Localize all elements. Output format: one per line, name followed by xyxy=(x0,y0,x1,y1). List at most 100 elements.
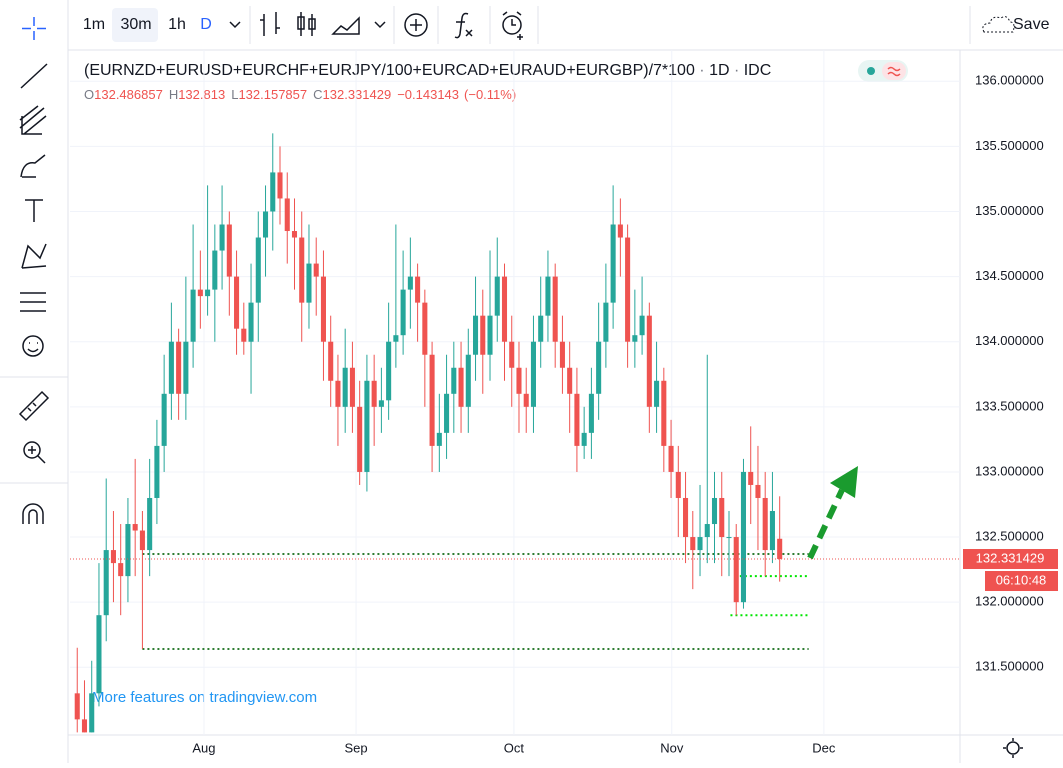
candle-body xyxy=(255,237,261,303)
forecast-tool[interactable] xyxy=(20,292,46,312)
candle-body xyxy=(349,367,355,407)
price-badge xyxy=(963,549,1058,570)
candle-body xyxy=(89,693,95,733)
area-style-icon[interactable] xyxy=(331,16,360,35)
compare-icon[interactable] xyxy=(404,13,428,37)
arrow xyxy=(807,488,845,560)
x-tick-label: Dec xyxy=(812,740,836,755)
save-icon[interactable] xyxy=(982,16,1015,33)
y-tick-label: 136.000000 xyxy=(975,73,1044,88)
brush-tool[interactable] xyxy=(20,154,46,178)
candle-body xyxy=(110,550,116,564)
ohlc-key: H xyxy=(169,87,178,102)
interval-button[interactable]: 30m xyxy=(120,16,151,33)
status-icon xyxy=(887,66,901,77)
candle-body xyxy=(480,315,486,355)
candle-body xyxy=(96,615,102,694)
symbol-title: (EURNZD+EURUSD+EURCHF+EURJPY/100+EURCAD+… xyxy=(84,62,771,79)
x-tick-label: Sep xyxy=(344,740,367,755)
candle-body xyxy=(234,276,240,329)
candle-body xyxy=(639,315,645,336)
fib-tool[interactable] xyxy=(19,105,47,135)
candle-body xyxy=(444,393,450,433)
candle-body xyxy=(161,393,167,446)
y-tick-label: 133.500000 xyxy=(975,398,1044,413)
candle-body xyxy=(197,289,203,297)
candle-body xyxy=(472,315,479,355)
candle-body xyxy=(625,237,631,342)
candle-body xyxy=(523,393,529,407)
candle-body xyxy=(132,524,138,531)
candle-body xyxy=(675,471,681,498)
bar-style-icon[interactable] xyxy=(260,12,280,36)
emoji-tool[interactable] xyxy=(27,342,39,353)
compare-icon[interactable] xyxy=(410,19,422,31)
candle-body xyxy=(545,276,551,316)
candle-body xyxy=(219,224,225,251)
alert-icon[interactable] xyxy=(502,11,523,40)
zoom-tool[interactable] xyxy=(23,441,41,459)
save-button[interactable]: Save xyxy=(1013,16,1050,33)
indicators-icon[interactable] xyxy=(454,12,473,39)
candle-body xyxy=(567,367,573,394)
candle-body xyxy=(386,341,392,401)
ohlc-legend: O132.486857 H132.813 L132.157857 C132.33142… xyxy=(84,87,516,102)
candle-body xyxy=(740,471,747,603)
arrow-head xyxy=(830,466,858,498)
ruler-tool[interactable] xyxy=(18,390,50,422)
candle-body xyxy=(588,393,594,433)
dropdown-icon[interactable] xyxy=(229,21,241,29)
y-tick-label: 134.000000 xyxy=(975,333,1044,348)
candle-body xyxy=(494,276,500,316)
crosshair-tool[interactable] xyxy=(22,17,46,40)
candle-body xyxy=(262,211,269,238)
y-tick-label: 131.500000 xyxy=(975,659,1044,674)
candle-body xyxy=(487,315,493,355)
candle-body xyxy=(581,432,587,446)
candle-body xyxy=(465,354,471,407)
candle-style-icon[interactable] xyxy=(297,12,316,36)
candle-body xyxy=(357,406,363,472)
candle-body xyxy=(306,263,312,303)
text-tool[interactable] xyxy=(25,199,43,222)
settings-icon[interactable] xyxy=(1003,738,1023,758)
status-pill[interactable] xyxy=(882,62,906,80)
alert-icon[interactable] xyxy=(502,15,522,35)
candle-body xyxy=(719,497,725,538)
candle-body xyxy=(654,380,660,407)
candle-body xyxy=(74,693,80,720)
emoji-tool[interactable] xyxy=(22,335,44,357)
candle-body xyxy=(501,276,508,342)
settings-icon[interactable] xyxy=(1006,741,1020,755)
interval-button[interactable]: 1h xyxy=(168,16,186,33)
pattern-tool[interactable] xyxy=(21,243,47,269)
candle-body xyxy=(711,497,718,525)
candle-body xyxy=(176,341,182,394)
candle-body xyxy=(733,537,739,603)
plot xyxy=(70,50,960,735)
status-dot xyxy=(867,67,875,75)
candle-body xyxy=(393,335,399,342)
separator: · xyxy=(695,62,709,79)
interval-button[interactable]: 1m xyxy=(83,16,105,33)
symbol: (EURNZD+EURUSD+EURCHF+EURJPY/100+EURCAD+… xyxy=(84,62,695,79)
dropdown-icon[interactable] xyxy=(374,21,386,29)
candle-body xyxy=(103,550,109,616)
candle-body xyxy=(748,471,754,485)
trendline-tool[interactable] xyxy=(20,63,48,89)
candle-body xyxy=(668,445,674,472)
candle-body xyxy=(530,341,537,407)
candle-body xyxy=(342,367,348,407)
interval-button[interactable]: D xyxy=(200,16,212,33)
ohlc-value: 132.813 xyxy=(178,87,225,102)
zoom-tool[interactable] xyxy=(28,446,46,464)
ohlc-key: L xyxy=(231,87,238,102)
candle-body xyxy=(205,289,211,297)
watermark[interactable]: More features on tradingview.com xyxy=(92,689,317,706)
candle-body xyxy=(509,341,515,368)
candle-body xyxy=(118,563,124,577)
magnet-tool[interactable] xyxy=(22,503,44,524)
countdown-badge xyxy=(985,571,1058,592)
x-tick-label: Nov xyxy=(660,740,684,755)
candle-body xyxy=(154,445,160,498)
